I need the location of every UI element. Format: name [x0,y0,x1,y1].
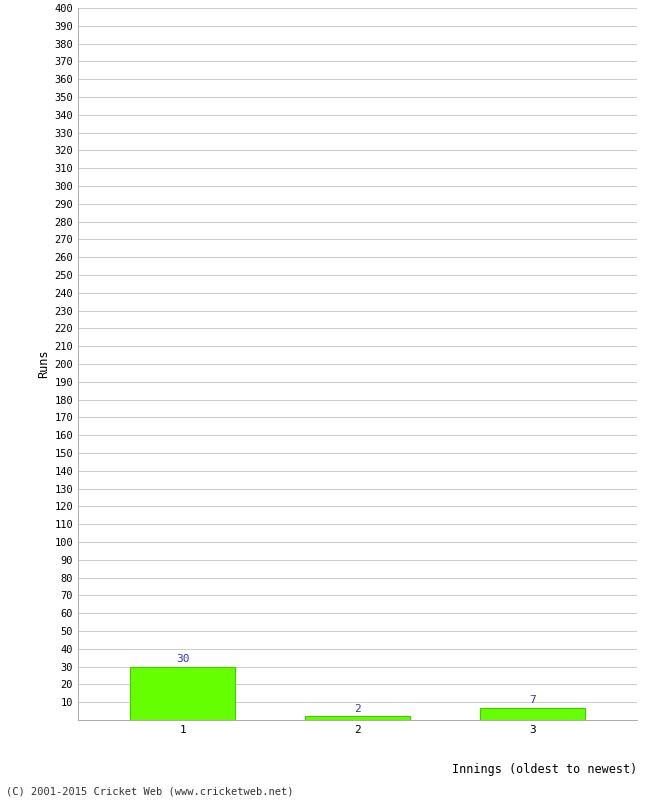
Bar [131,666,235,720]
X-axis label: Innings (oldest to newest): Innings (oldest to newest) [452,762,637,776]
Text: 30: 30 [176,654,190,664]
Y-axis label: Runs: Runs [37,350,50,378]
Text: 7: 7 [529,695,536,705]
Text: 2: 2 [354,704,361,714]
Bar [480,707,584,720]
Bar [305,717,410,720]
Text: (C) 2001-2015 Cricket Web (www.cricketweb.net): (C) 2001-2015 Cricket Web (www.cricketwe… [6,786,294,796]
